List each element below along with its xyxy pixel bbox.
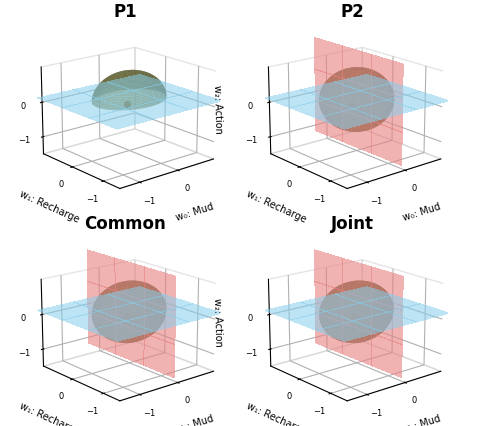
X-axis label: w₀: Mud: w₀: Mud xyxy=(174,414,215,426)
Title: Common: Common xyxy=(85,215,166,233)
Title: P1: P1 xyxy=(114,3,137,21)
X-axis label: w₀: Mud: w₀: Mud xyxy=(174,201,215,223)
X-axis label: w₀: Mud: w₀: Mud xyxy=(402,201,442,223)
Y-axis label: w₁: Recharge: w₁: Recharge xyxy=(245,189,308,225)
Y-axis label: w₁: Recharge: w₁: Recharge xyxy=(18,189,81,225)
X-axis label: w₀: Mud: w₀: Mud xyxy=(402,414,442,426)
Title: P2: P2 xyxy=(341,3,365,21)
Title: Joint: Joint xyxy=(331,215,374,233)
Y-axis label: w₁: Recharge: w₁: Recharge xyxy=(18,401,81,426)
Y-axis label: w₁: Recharge: w₁: Recharge xyxy=(245,401,308,426)
